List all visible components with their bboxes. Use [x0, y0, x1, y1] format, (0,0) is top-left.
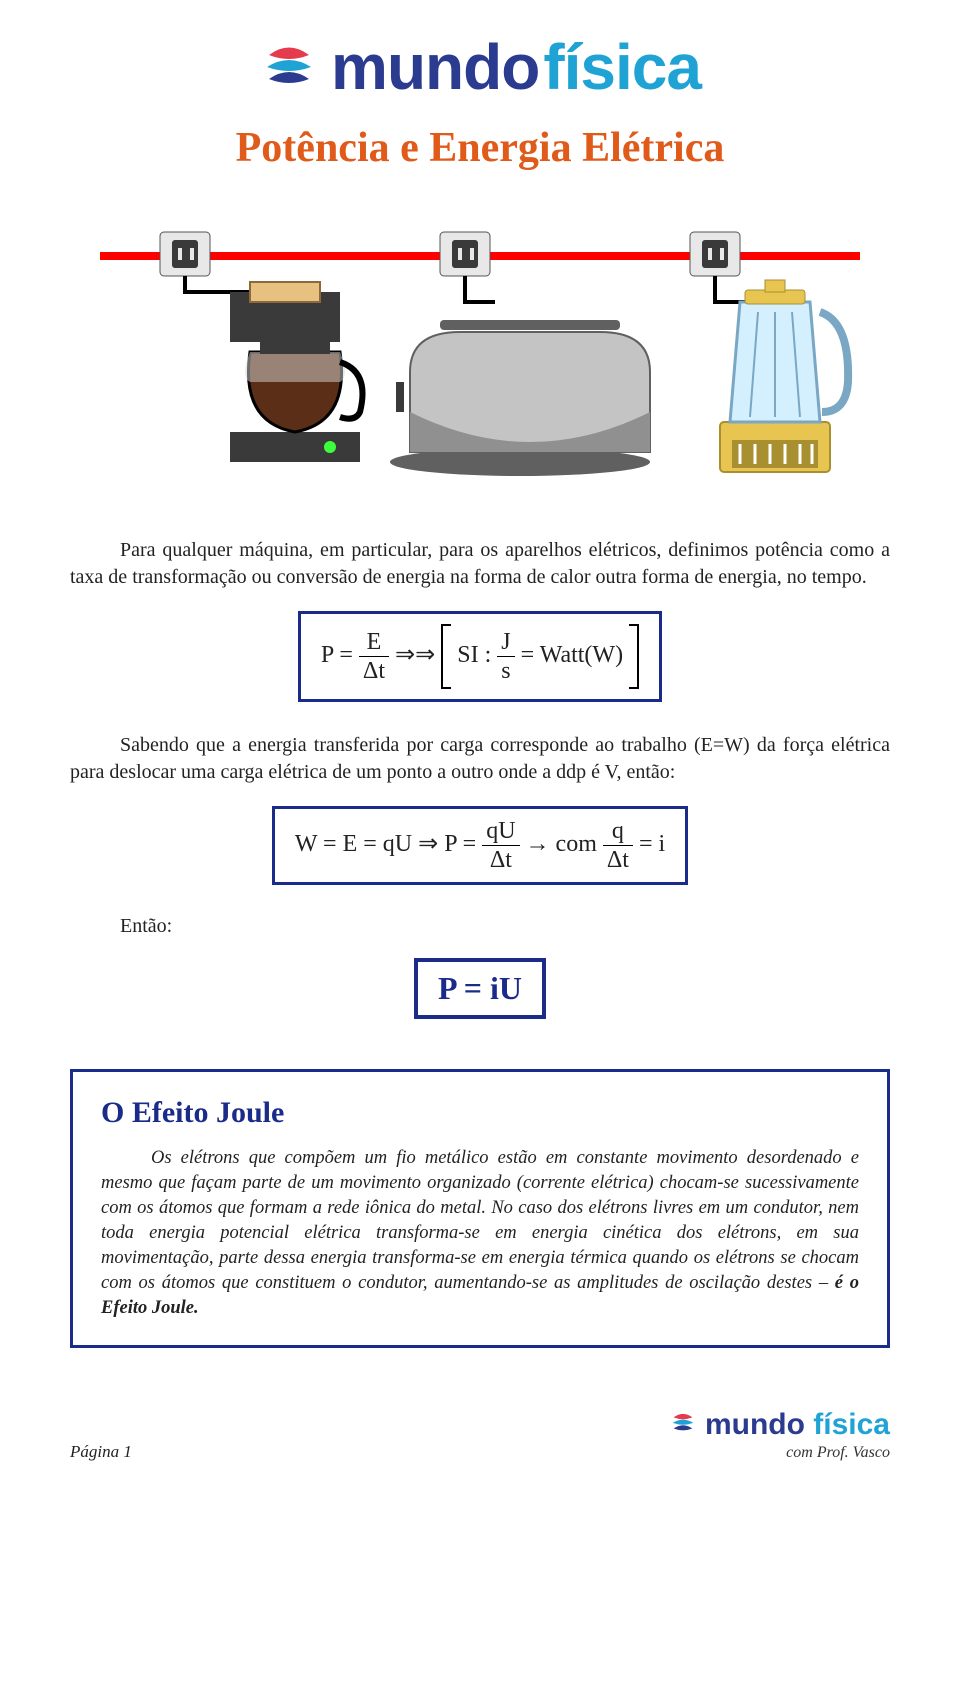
intro-paragraph-1: Para qualquer máquina, em particular, pa… [70, 537, 890, 591]
formula-power-definition: P = E Δt ⇒⇒ SI : J s = Watt(W) [70, 611, 890, 702]
frac-den: s [497, 656, 514, 683]
brand-word-mundo: mundo [331, 31, 539, 103]
frac-num: qU [482, 819, 519, 845]
blender-icon [720, 280, 848, 472]
frac-num: E [359, 630, 389, 656]
page-title: Potência e Energia Elétrica [70, 124, 890, 172]
outlet-icon [440, 232, 490, 276]
page-number: Página 1 [70, 1442, 132, 1462]
joule-heading: O Efeito Joule [101, 1096, 859, 1130]
formula-arrows: ⇒⇒ [395, 642, 435, 668]
si-label: SI : [457, 642, 491, 668]
intro-paragraph-2: Sabendo que a energia transferida por ca… [70, 732, 890, 786]
brand-word-fisica: física [543, 31, 701, 103]
footer-brand-mundo: mundo [705, 1408, 805, 1441]
formula-arrow-com: → com [526, 831, 597, 857]
frac-num: J [497, 630, 514, 656]
frac-den: Δt [603, 845, 633, 872]
joule-body: Os elétrons que compõem um fio metálico … [101, 1146, 859, 1321]
toaster-icon [390, 320, 650, 476]
appliances-illustration [70, 212, 890, 497]
footer-brand-fisica: física [813, 1408, 890, 1441]
formula-var-p: P [321, 642, 333, 668]
brand-swirl-icon [259, 35, 319, 100]
entao-label: Então: [70, 915, 890, 938]
outlet-icon [690, 232, 740, 276]
formula-fraction: q Δt [603, 819, 633, 872]
result-p-equals-iu: P = iU [414, 958, 546, 1019]
brand-swirl-icon [669, 1408, 697, 1444]
page-footer: Página 1 mundo física com Prof. Vasco [70, 1408, 890, 1462]
formula-fraction: E Δt [359, 630, 389, 683]
coffee-maker-icon [230, 282, 363, 462]
joule-effect-box: O Efeito Joule Os elétrons que compõem u… [70, 1069, 890, 1348]
formula-tail: = i [639, 831, 665, 857]
formula-fraction: qU Δt [482, 819, 519, 872]
header-logo: mundo física [70, 30, 890, 104]
footer-logo: mundo física com Prof. Vasco [669, 1408, 890, 1462]
formula-result: P = iU [70, 958, 890, 1019]
footer-prof: com Prof. Vasco [669, 1444, 890, 1462]
frac-den: Δt [482, 845, 519, 872]
formula-fraction: J s [497, 630, 514, 683]
frac-num: q [603, 819, 633, 845]
frac-den: Δt [359, 656, 389, 683]
formula-derivation: W = E = qU ⇒ P = qU Δt → com q Δt = i [70, 806, 890, 885]
formula-watt: = Watt(W) [521, 642, 623, 668]
outlet-icon [160, 232, 210, 276]
formula-part1: W = E = qU ⇒ P = [295, 831, 476, 857]
joule-body-text: Os elétrons que compõem um fio metálico … [101, 1148, 859, 1293]
